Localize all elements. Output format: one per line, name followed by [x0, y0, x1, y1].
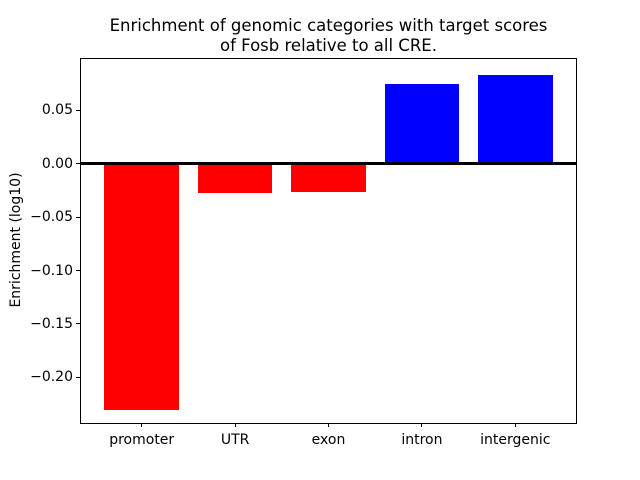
y-tick-minus-0.15: [76, 323, 80, 325]
x-tick-exon: [328, 423, 329, 427]
y-tick-minus-0.10: [76, 270, 80, 272]
y-tick-label-minus-0.10: −0.10: [30, 262, 73, 279]
plot-area: promoter UTR exon intron intergenic 0.05 0.00 −…: [30, 58, 577, 448]
chart-title-line2: of Fosb relative to all CRE.: [220, 36, 437, 55]
x-tick-label-exon: exon: [311, 432, 346, 448]
y-axis-label: Enrichment (log10): [8, 172, 24, 308]
x-tick-label-UTR: UTR: [220, 432, 250, 448]
x-tick-label-intron: intron: [401, 432, 443, 448]
y-tick-minus-0.05: [76, 216, 80, 218]
y-tick-label-0.00: 0.00: [41, 155, 73, 172]
y-tick-label-minus-0.15: −0.15: [30, 315, 73, 332]
y-tick-label-0.05: 0.05: [41, 102, 73, 119]
y-tick-0.05: [76, 109, 80, 111]
zero-line: [81, 162, 576, 166]
bar-intron: [384, 84, 460, 164]
x-tick-UTR: [234, 423, 236, 427]
y-tick-minus-0.20: [76, 376, 80, 378]
x-tick-intron: [421, 423, 423, 427]
y-tick-label-minus-0.05: −0.05: [30, 209, 73, 226]
chart-title-line1: Enrichment of genomic categories with ta…: [109, 16, 548, 35]
bar-promoter: [104, 163, 180, 410]
bar-intergenic: [477, 74, 553, 164]
x-tick-label-promoter: promoter: [109, 432, 175, 448]
y-tick-label-minus-0.20: −0.20: [30, 369, 73, 386]
bar-exon: [291, 163, 366, 192]
x-tick-intergenic: [514, 423, 516, 427]
bar-UTR: [197, 163, 273, 193]
x-tick-label-intergenic: intergenic: [480, 432, 551, 448]
chart-title: Enrichment of genomic categories with ta…: [80, 16, 577, 56]
x-tick-promoter: [141, 423, 143, 427]
y-tick-0.00: [76, 163, 80, 165]
